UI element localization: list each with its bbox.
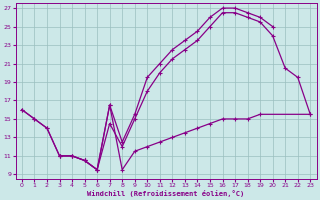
X-axis label: Windchill (Refroidissement éolien,°C): Windchill (Refroidissement éolien,°C) bbox=[87, 190, 245, 197]
